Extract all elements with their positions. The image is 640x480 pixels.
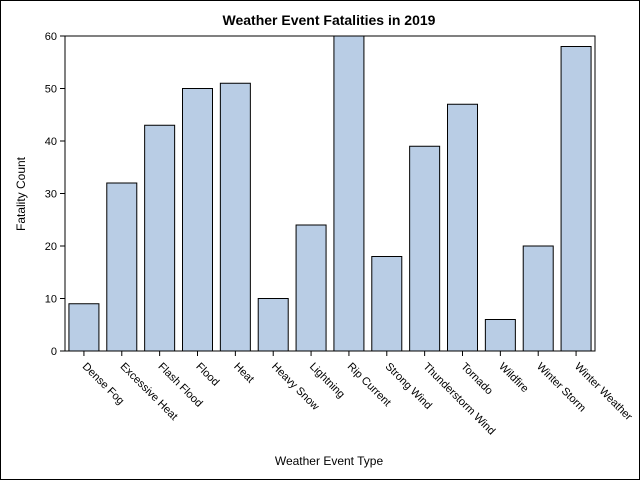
y-tick-label: 50	[45, 84, 57, 96]
x-tick-label: Tornado	[458, 361, 495, 398]
bar-winter-storm	[522, 245, 554, 352]
bars-group	[68, 35, 592, 352]
y-tick-label: 20	[45, 241, 57, 253]
bar-thunderstorm-wind	[409, 145, 441, 352]
x-tick-label: Thunderstorm Wind	[421, 361, 498, 438]
chart-title: Weather Event Fatalities in 2019	[223, 12, 436, 28]
bar-heavy-snow	[257, 298, 289, 352]
plot-frame	[64, 35, 596, 352]
y-axis-label: Fatality Count	[14, 156, 28, 231]
bar-lightning	[295, 224, 327, 352]
bar-wildfire	[484, 319, 516, 352]
y-tick-label: 30	[45, 189, 57, 201]
x-tick-label: Wildfire	[496, 361, 530, 395]
bar-heat	[219, 82, 251, 352]
bar-flood	[182, 88, 213, 352]
bar-strong-wind	[371, 256, 403, 352]
bar-winter-weather	[560, 46, 592, 352]
y-tick-label: 0	[51, 346, 57, 358]
y-tick-label: 40	[45, 136, 57, 148]
bar-tornado	[447, 103, 478, 352]
bar-dense-fog	[68, 303, 100, 352]
x-tick-label: Winter Weather	[572, 361, 635, 424]
x-axis-label: Weather Event Type	[275, 454, 384, 468]
bar-rip-current	[333, 35, 365, 352]
y-tick-label: 10	[45, 294, 57, 306]
bar-excessive-heat	[106, 182, 138, 352]
bar-flash-flood	[144, 124, 176, 352]
y-tick-label: 60	[45, 31, 57, 43]
y-axis: 0 10 20 30 40 50 60	[45, 31, 65, 358]
x-tick-label: Heat	[231, 361, 256, 386]
x-tick-label: Flood	[193, 361, 221, 389]
